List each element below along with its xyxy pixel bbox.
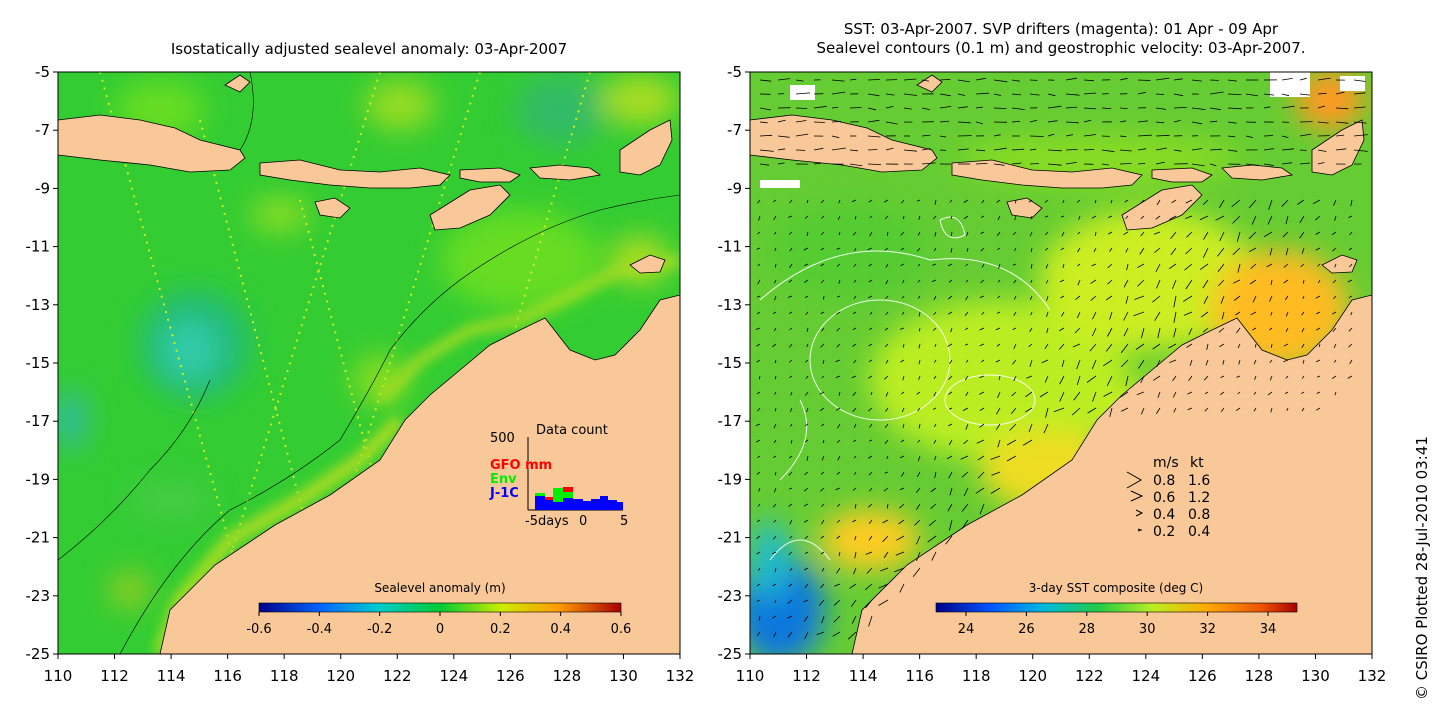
velocity-key-ms-header: m/s — [1153, 455, 1179, 471]
right-map-title: SST: 03-Apr-2007. SVP drifters (magenta)… — [750, 20, 1372, 58]
velocity-key-ms-4: 0.2 — [1153, 524, 1175, 540]
velocity-key-ms-2: 0.6 — [1153, 490, 1175, 506]
data-count-inset: Data count 500 GFO mm Env J-1C -5days 0 … — [489, 423, 628, 529]
y-tick-label: -7 — [35, 121, 50, 139]
colorbar-tick-label: 0.2 — [490, 622, 511, 637]
velocity-key-kt-4: 0.4 — [1188, 524, 1210, 540]
y-tick-label: -19 — [26, 470, 51, 488]
x-tick-label: 128 — [553, 667, 582, 685]
x-tick-label: 122 — [1075, 667, 1104, 685]
y-tick-label: -23 — [26, 587, 51, 605]
x-tick-label: 114 — [157, 667, 186, 685]
y-tick-label: -17 — [718, 412, 743, 430]
colorbar-tick-label: 28 — [1079, 622, 1096, 637]
colorbar-tick-label: -0.6 — [246, 622, 271, 637]
x-tick-label: 112 — [792, 667, 821, 685]
y-tick-label: -9 — [727, 179, 742, 197]
x-tick-label: 124 — [1131, 667, 1160, 685]
x-tick-label: 116 — [905, 667, 934, 685]
y-tick-label: -23 — [718, 587, 743, 605]
y-tick-label: -15 — [26, 354, 51, 372]
x-tick-label: 132 — [1358, 667, 1387, 685]
y-tick-label: -25 — [718, 645, 743, 663]
colorbar-tick-label: 24 — [958, 622, 975, 637]
sla-colorbar-label: Sealevel anomaly (m) — [374, 581, 505, 595]
copyright-notice: © CSIRO Plotted 28-Jul-2010 03:41 — [1413, 436, 1431, 700]
colorbar-tick-label: 26 — [1018, 622, 1035, 637]
sst-colorbar: 3-day SST composite (deg C) 24 26 28 30 32 34 — [935, 581, 1298, 637]
inset-x-start: -5days — [525, 514, 569, 529]
colorbar-tick-label: -0.4 — [307, 622, 332, 637]
velocity-key-kt-2: 1.2 — [1188, 490, 1210, 506]
left-x-axis: 110 112 114 116 118 120 122 124 126 128 130 132 — [44, 654, 695, 685]
x-tick-label: 126 — [496, 667, 525, 685]
x-tick-label: 116 — [213, 667, 242, 685]
velocity-key-kt-1: 1.6 — [1188, 473, 1210, 489]
y-tick-label: -15 — [718, 354, 743, 372]
x-tick-label: 118 — [962, 667, 991, 685]
y-tick-label: -5 — [35, 63, 50, 81]
y-tick-label: -7 — [727, 121, 742, 139]
x-tick-label: 124 — [439, 667, 468, 685]
colorbar-tick-label: 0.4 — [550, 622, 571, 637]
y-tick-label: -9 — [35, 179, 50, 197]
velocity-key-kt-3: 0.8 — [1188, 507, 1210, 523]
x-tick-label: 120 — [326, 667, 355, 685]
y-tick-label: -11 — [718, 238, 743, 256]
colorbar-tick-label: -0.2 — [367, 622, 392, 637]
legend-j1c: J-1C — [489, 486, 519, 501]
sst-velocity-map — [750, 72, 1372, 654]
velocity-key-ms-3: 0.4 — [1153, 507, 1175, 523]
x-tick-label: 110 — [736, 667, 765, 685]
y-tick-label: -11 — [26, 238, 51, 256]
legend-gfo: GFO mm — [490, 458, 552, 473]
velocity-key: m/s kt 0.8 1.6 0.6 1.2 0.4 0.8 0.2 0.4 — [1126, 455, 1210, 540]
right-title-line1: SST: 03-Apr-2007. SVP drifters (magenta)… — [843, 20, 1279, 38]
colorbar-tick-label: 0.6 — [611, 622, 632, 637]
velocity-key-ms-1: 0.8 — [1153, 473, 1175, 489]
x-tick-label: 120 — [1018, 667, 1047, 685]
y-tick-label: -25 — [26, 645, 51, 663]
y-tick-label: -13 — [26, 296, 51, 314]
inset-x-zero: 0 — [579, 514, 587, 529]
right-x-axis: 110 112 114 116 118 120 122 124 126 128 130 132 — [736, 654, 1387, 685]
y-tick-label: -21 — [26, 529, 51, 547]
x-tick-label: 130 — [609, 667, 638, 685]
colorbar-tick-label: 34 — [1260, 622, 1277, 637]
right-title-line2: Sealevel contours (0.1 m) and geostrophi… — [816, 39, 1306, 57]
data-count-max-label: 500 — [490, 431, 515, 446]
colorbar-tick-label: 32 — [1199, 622, 1216, 637]
data-count-title: Data count — [536, 423, 608, 438]
x-tick-label: 122 — [383, 667, 412, 685]
left-y-axis: -5 -7 -9 -11 -13 -15 -17 -19 -21 -23 -25 — [26, 63, 58, 663]
velocity-key-kt-header: kt — [1190, 455, 1204, 471]
x-tick-label: 110 — [44, 667, 73, 685]
x-tick-label: 128 — [1245, 667, 1274, 685]
y-tick-label: -5 — [727, 63, 742, 81]
colorbar-tick-label: 0 — [436, 622, 444, 637]
y-tick-label: -17 — [26, 412, 51, 430]
sst-colorbar-label: 3-day SST composite (deg C) — [1029, 581, 1203, 595]
y-tick-label: -19 — [718, 470, 743, 488]
x-tick-label: 130 — [1301, 667, 1330, 685]
right-y-axis: -5 -7 -9 -11 -13 -15 -17 -19 -21 -23 -25 — [718, 63, 750, 663]
velocity-key-row — [1126, 471, 1144, 532]
y-tick-label: -13 — [718, 296, 743, 314]
legend-env: Env — [490, 472, 517, 487]
x-tick-label: 126 — [1188, 667, 1217, 685]
x-tick-label: 112 — [100, 667, 129, 685]
left-map-title: Isostatically adjusted sealevel anomaly:… — [170, 40, 568, 58]
x-tick-label: 132 — [666, 667, 695, 685]
data-count-bars — [535, 487, 623, 510]
colorbar-tick-label: 30 — [1139, 622, 1156, 637]
y-tick-label: -21 — [718, 529, 743, 547]
x-tick-label: 114 — [849, 667, 878, 685]
sealevel-anomaly-map — [58, 72, 680, 654]
x-tick-label: 118 — [270, 667, 299, 685]
sla-colorbar: Sealevel anomaly (m) -0.6 -0.4 -0.2 0 0.2 0.4… — [246, 581, 631, 637]
inset-x-end: 5 — [620, 514, 628, 529]
